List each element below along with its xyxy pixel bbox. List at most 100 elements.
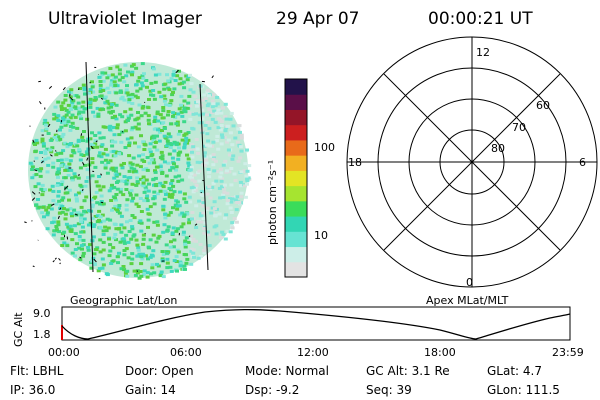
disk-pixel [153, 176, 158, 180]
disk-pixel [182, 264, 187, 268]
disk-pixel [140, 158, 145, 162]
colorbar-segment [285, 185, 307, 202]
disk-pixel [70, 113, 75, 117]
disk-pixel [79, 213, 84, 217]
disk-pixel [67, 198, 71, 202]
disk-pixel [228, 206, 233, 210]
disk-pixel [189, 262, 194, 266]
disk-pixel [110, 73, 115, 77]
disk-pixel [141, 168, 146, 172]
disk-pixel [135, 269, 140, 273]
disk-pixel [210, 94, 215, 98]
disk-pixel [133, 169, 138, 173]
disk-pixel [115, 123, 120, 127]
disk-pixel [210, 185, 215, 189]
disk-pixel [151, 233, 156, 237]
disk-pixel [136, 248, 141, 252]
colorbar-segment [285, 170, 307, 187]
disk-pixel [155, 134, 159, 138]
disk-pixel [138, 270, 143, 273]
disk-pixel [176, 157, 181, 161]
coastline-mark [62, 86, 66, 91]
disk-pixel [214, 179, 219, 183]
disk-pixel [202, 231, 207, 235]
disk-pixel [108, 67, 113, 70]
disk-pixel [172, 259, 177, 263]
disk-pixel [191, 112, 196, 116]
disk-pixel [107, 237, 111, 241]
coastline-mark [24, 221, 27, 224]
disk-pixel [185, 212, 190, 216]
disk-pixel [67, 162, 72, 166]
disk-pixel [122, 268, 127, 272]
disk-pixel [81, 254, 86, 258]
disk-pixel [128, 191, 133, 195]
disk-pixel [29, 163, 34, 167]
disk-pixel [174, 168, 178, 172]
altitude-ytick-max: 9.0 [33, 307, 51, 320]
disk-pixel [238, 156, 243, 160]
disk-pixel [142, 273, 146, 276]
disk-pixel [34, 138, 39, 142]
disk-pixel [213, 120, 218, 124]
disk-pixel [116, 206, 121, 210]
disk-pixel [97, 131, 102, 135]
disk-pixel [101, 229, 106, 233]
disk-pixel [137, 276, 142, 280]
disk-pixel [76, 211, 80, 215]
disk-pixel [209, 154, 214, 158]
disk-pixel [54, 202, 59, 206]
disk-pixel [188, 200, 193, 204]
disk-pixel [80, 105, 85, 109]
disk-pixel [169, 143, 174, 147]
disk-pixel [178, 150, 183, 154]
disk-pixel [199, 189, 204, 193]
disk-pixel [212, 169, 217, 173]
colorbar-segment [285, 231, 307, 248]
disk-pixel [185, 106, 190, 110]
disk-pixel [161, 109, 166, 113]
disk-pixel [191, 90, 196, 94]
disk-pixel [153, 169, 157, 173]
disk-pixel [140, 84, 145, 88]
disk-pixel [208, 144, 212, 148]
disk-pixel [201, 217, 206, 221]
disk-pixel [206, 88, 211, 92]
colorbar-segment [285, 94, 307, 110]
disk-pixel [189, 234, 194, 238]
disk-pixel [200, 117, 205, 121]
disk-pixel [237, 124, 242, 128]
coastline-mark [48, 85, 53, 89]
disk-pixel [228, 230, 233, 234]
disk-pixel [130, 70, 135, 74]
disk-pixel [130, 73, 134, 77]
disk-pixel [90, 131, 94, 135]
disk-pixel [171, 114, 175, 118]
disk-pixel [129, 136, 134, 140]
coastline-mark [69, 96, 74, 101]
disk-pixel [114, 117, 119, 121]
disk-pixel [51, 189, 56, 193]
disk-pixel [32, 141, 36, 145]
disk-pixel [219, 111, 224, 115]
disk-pixel [139, 134, 143, 138]
disk-pixel [147, 212, 152, 216]
disk-pixel [103, 158, 108, 162]
coastline-mark [54, 150, 57, 152]
disk-pixel [106, 106, 111, 110]
disk-pixel [236, 127, 241, 131]
disk-pixel [76, 139, 81, 143]
disk-pixel [114, 227, 119, 231]
disk-pixel [198, 161, 203, 165]
disk-pixel [68, 116, 73, 120]
disk-pixel [123, 146, 128, 149]
disk-pixel [133, 141, 137, 145]
polar-lat-70: 70 [512, 121, 526, 134]
disk-pixel [63, 217, 68, 221]
disk-pixel [182, 197, 187, 201]
disk-pixel [140, 74, 145, 78]
disk-pixel [142, 142, 147, 146]
disk-pixel [74, 107, 79, 111]
disk-pixel [233, 136, 238, 140]
disk-pixel [152, 97, 157, 101]
